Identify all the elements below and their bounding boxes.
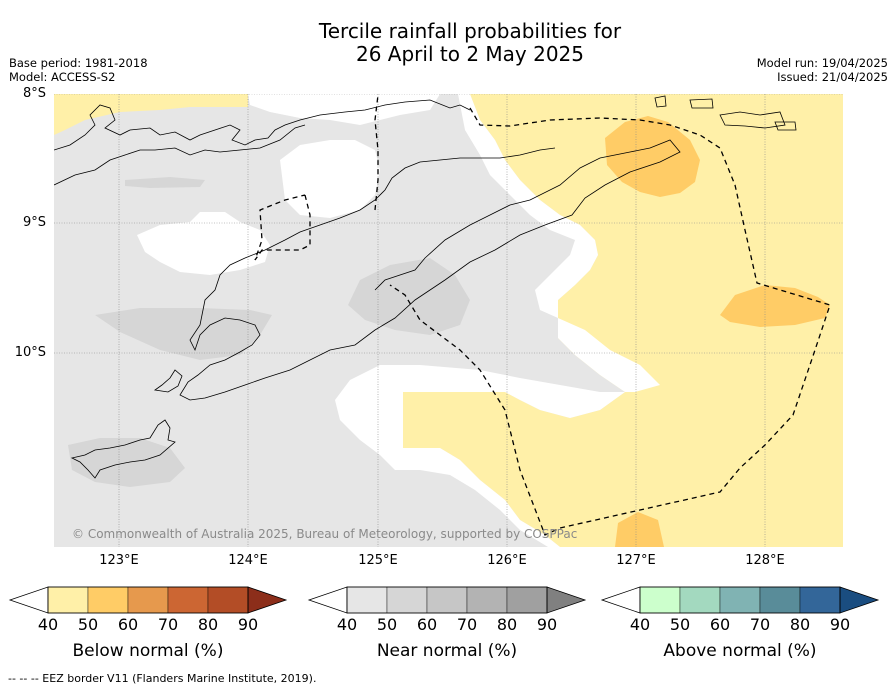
- eez-legend-footer: -- -- -- EEZ border V11 (Flanders Marine…: [8, 672, 317, 685]
- coastline-flores-north: [54, 99, 471, 151]
- white-patch-3: [248, 94, 440, 125]
- below-normal-region-nw: [54, 94, 248, 135]
- colorbar-extend-low: [307, 586, 348, 614]
- white-patch-2: [280, 140, 380, 218]
- colorbar-near-normal: [307, 586, 587, 614]
- colorbar-tick-label: 80: [197, 615, 219, 634]
- colorbar-extend-high: [247, 586, 288, 614]
- coastline-rote: [70, 419, 176, 479]
- colorbar-segment: [719, 586, 761, 614]
- colorbar-extend-low: [8, 586, 49, 614]
- colorbar-extend-high: [546, 586, 587, 614]
- colorbar-tick-label: 60: [416, 615, 438, 634]
- colorbar-tick-label: 60: [709, 615, 731, 634]
- model-run: Model run: 19/04/2025: [756, 56, 888, 70]
- meta-right: Model run: 19/04/2025 Issued: 21/04/2025: [757, 56, 888, 84]
- colorbar-tick-label: 70: [456, 615, 478, 634]
- near-normal-50-patch-1: [348, 258, 470, 335]
- title-line-2: 26 April to 2 May 2025: [356, 42, 584, 66]
- title-line-1: Tercile rainfall probabilities for: [318, 19, 622, 43]
- colorbar-segment: [679, 586, 721, 614]
- lat-label-8s: 8°S: [22, 86, 46, 101]
- base-period: Base period: 1981-2018: [9, 56, 148, 70]
- colorbar-segment: [426, 586, 468, 614]
- colorbar-tick-label: 40: [336, 615, 358, 634]
- lat-label-10s: 10°S: [14, 345, 46, 360]
- below-normal-50-patch-2: [720, 285, 830, 327]
- colorbar-segment: [47, 586, 89, 614]
- copyright-notice: © Commonwealth of Australia 2025, Bureau…: [72, 527, 578, 541]
- colorbars: [8, 586, 880, 614]
- probability-field: [54, 94, 843, 547]
- colorbar-extend-low: [600, 586, 641, 614]
- colorbar-tick-label: 90: [237, 615, 259, 634]
- colorbar-tick-label: 60: [117, 615, 139, 634]
- coastlines: [54, 95, 797, 479]
- eez-border: [254, 94, 831, 536]
- colorbar-segment: [759, 586, 801, 614]
- colorbar-segment: [639, 586, 681, 614]
- colorbar-below-normal: [8, 586, 288, 614]
- colorbar-outline: [346, 586, 548, 614]
- colorbar-tick-label: 40: [37, 615, 59, 634]
- below-normal-50-patch-1: [605, 116, 700, 197]
- colorbar-tick-label: 90: [829, 615, 851, 634]
- lon-label-128e: 128°E: [745, 553, 785, 568]
- lat-label-9s: 9°S: [22, 215, 46, 230]
- colorbar-segment: [466, 586, 508, 614]
- colorbar-tick-label: 40: [629, 615, 651, 634]
- lon-label-125e: 125°E: [358, 553, 398, 568]
- colorbar-tick-label: 50: [376, 615, 398, 634]
- meta-left: Base period: 1981-2018 Model: ACCESS-S2: [9, 56, 148, 84]
- issued-date: Issued: 21/04/2025: [777, 70, 888, 84]
- colorbar-tick-label: 50: [669, 615, 691, 634]
- colorbar-tick-label: 90: [536, 615, 558, 634]
- colorbar-extend-high: [839, 586, 880, 614]
- colorbar-segment: [799, 586, 841, 614]
- map-title: Tercile rainfall probabilities for 26 Ap…: [0, 20, 896, 66]
- colorbar-tick-label: 70: [749, 615, 771, 634]
- lon-label-126e: 126°E: [487, 553, 527, 568]
- colorbar-tick-label: 50: [77, 615, 99, 634]
- lon-label-123e: 123°E: [99, 553, 139, 568]
- colorbar-outline: [47, 586, 249, 614]
- colorbar-tick-label: 80: [789, 615, 811, 634]
- near-normal-50-patch-2: [95, 308, 272, 360]
- colorbar-outline: [639, 586, 841, 614]
- colorbar-segment: [87, 586, 129, 614]
- coastline-island-small: [153, 369, 183, 393]
- coastline-alor: [654, 95, 797, 131]
- colorbar-segment: [207, 586, 249, 614]
- colorbar-segment: [167, 586, 209, 614]
- model-name: Model: ACCESS-S2: [9, 70, 116, 84]
- colorbar-segment: [127, 586, 169, 614]
- lon-label-127e: 127°E: [616, 553, 656, 568]
- colorbar-tick-label: 80: [496, 615, 518, 634]
- colorbar-label-above: Above normal (%): [663, 641, 817, 661]
- colorbar-tick-label: 70: [157, 615, 179, 634]
- colorbar-above-normal: [600, 586, 880, 614]
- white-patch-1: [137, 212, 270, 275]
- lon-label-124e: 124°E: [228, 553, 268, 568]
- coastline-flores-south: [54, 124, 306, 186]
- colorbar-segment: [506, 586, 548, 614]
- colorbar-segment: [346, 586, 388, 614]
- colorbar-label-near: Near normal (%): [376, 641, 518, 661]
- colorbar-segment: [386, 586, 428, 614]
- coastline-sumba: [179, 139, 681, 401]
- below-normal-50-patch-3: [615, 512, 664, 547]
- below-normal-region-east: [403, 94, 843, 547]
- near-normal-50-patch-4: [125, 177, 205, 188]
- colorbar-label-below: Below normal (%): [72, 641, 224, 661]
